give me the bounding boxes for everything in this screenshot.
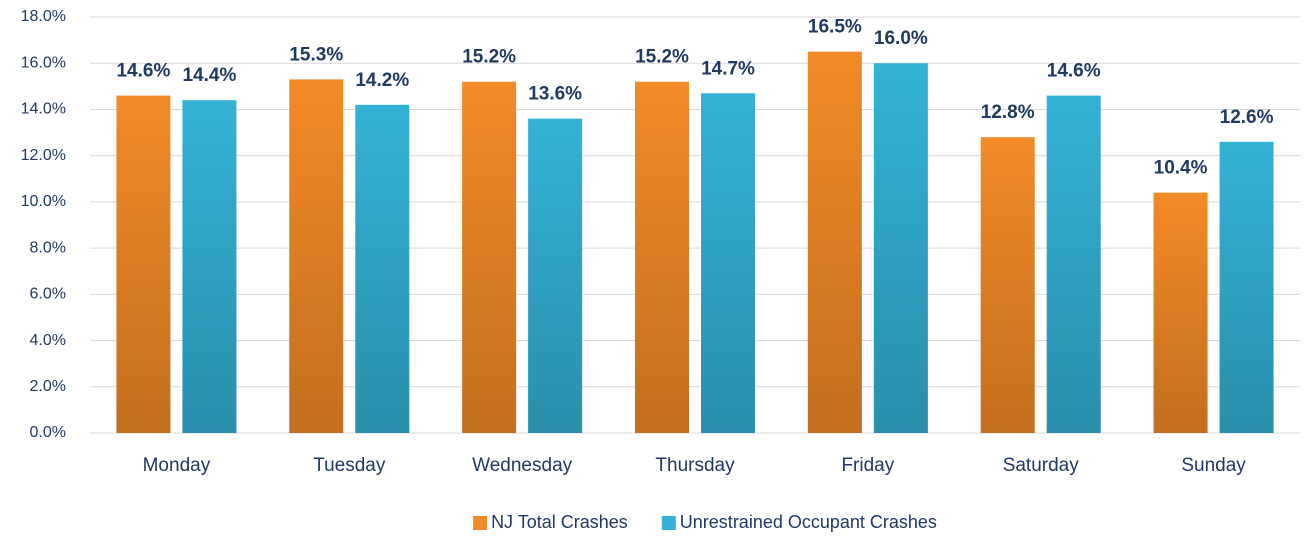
bar-shade xyxy=(980,137,1035,433)
x-tick-label: Thursday xyxy=(655,455,735,476)
x-tick-label: Wednesday xyxy=(472,455,572,476)
data-label: 10.4% xyxy=(1154,158,1208,179)
data-label: 15.3% xyxy=(289,44,343,65)
data-label: 13.6% xyxy=(528,84,582,105)
data-label: 14.7% xyxy=(701,58,755,79)
y-tick-label: 12.0% xyxy=(21,147,66,164)
data-label: 14.6% xyxy=(116,61,170,82)
y-tick-label: 4.0% xyxy=(30,332,66,349)
y-tick-label: 2.0% xyxy=(30,378,66,395)
x-tick-label: Tuesday xyxy=(313,455,386,476)
data-label: 16.5% xyxy=(808,17,862,38)
data-label: 14.2% xyxy=(355,70,409,91)
y-tick-label: 6.0% xyxy=(30,286,66,303)
x-tick-label: Saturday xyxy=(1003,455,1080,476)
bar-shade xyxy=(1046,95,1101,434)
bar-shade xyxy=(873,63,928,433)
y-tick-label: 8.0% xyxy=(30,239,66,256)
y-tick-label: 10.0% xyxy=(21,193,66,210)
legend-label: NJ Total Crashes xyxy=(491,512,628,532)
data-label: 15.2% xyxy=(635,47,689,68)
bar-shade xyxy=(1219,141,1274,434)
bar-shade xyxy=(116,95,171,434)
data-label: 12.6% xyxy=(1220,107,1274,128)
bar-shade xyxy=(182,100,237,433)
data-label: 15.2% xyxy=(462,47,516,68)
bar-shade xyxy=(355,104,410,434)
x-tick-label: Friday xyxy=(841,455,894,476)
legend-swatch xyxy=(473,516,488,530)
bar-shade xyxy=(635,81,689,433)
data-label: 12.8% xyxy=(981,102,1035,123)
bar-shade xyxy=(701,93,755,434)
x-tick-label: Sunday xyxy=(1181,455,1246,476)
bar-shade xyxy=(807,51,862,434)
y-tick-label: 16.0% xyxy=(21,54,66,71)
y-tick-label: 18.0% xyxy=(21,8,66,25)
y-tick-label: 0.0% xyxy=(30,424,66,441)
bar-shade xyxy=(289,79,344,434)
x-tick-label: Monday xyxy=(143,455,211,476)
y-tick-label: 14.0% xyxy=(21,101,66,118)
bar-shade xyxy=(1153,192,1208,433)
data-label: 14.4% xyxy=(182,65,236,86)
legend-swatch xyxy=(661,516,676,530)
legend-label: Unrestrained Occupant Crashes xyxy=(680,512,937,532)
data-label: 16.0% xyxy=(874,28,928,49)
data-label: 14.6% xyxy=(1047,61,1101,82)
bar-shade xyxy=(528,118,583,433)
bar-shade xyxy=(462,81,517,433)
